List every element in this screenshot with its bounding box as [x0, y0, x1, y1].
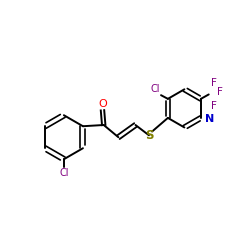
Text: F: F: [216, 86, 222, 97]
Text: O: O: [98, 98, 107, 108]
Text: Cl: Cl: [150, 84, 160, 94]
Text: Cl: Cl: [59, 168, 69, 178]
Text: S: S: [145, 129, 153, 142]
Text: F: F: [211, 78, 216, 88]
Text: F: F: [211, 100, 216, 110]
Text: N: N: [205, 114, 214, 124]
